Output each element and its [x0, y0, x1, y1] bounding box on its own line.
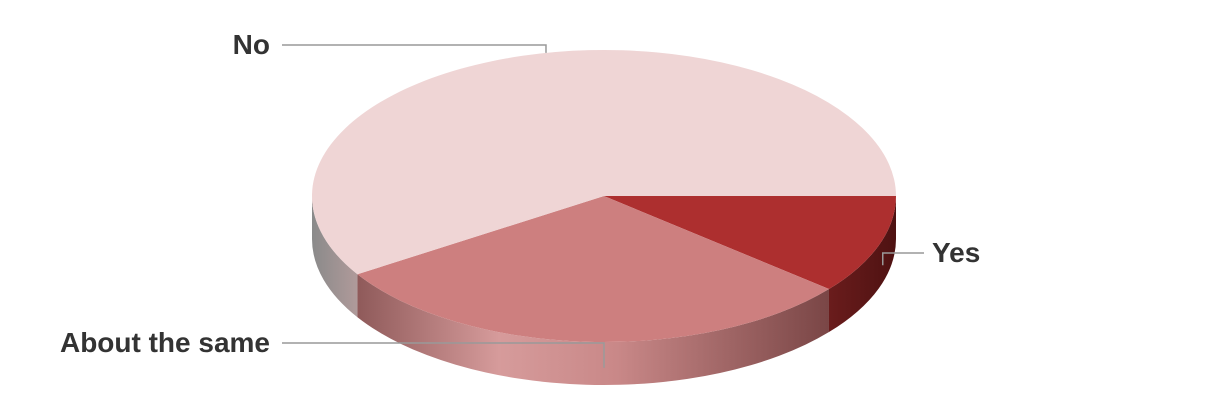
leader-line-yes [882, 252, 924, 266]
pie-slice-about-the-same [357, 196, 829, 342]
pie-labels: Yes About the same No [60, 29, 980, 368]
pie-top-faces [312, 49, 896, 342]
leader-line-no [282, 44, 547, 53]
slice-label-yes: Yes [932, 237, 980, 268]
pie-side-no [312, 196, 358, 318]
pie-slice-yes [604, 196, 896, 290]
pie-slice-no [312, 49, 896, 275]
leader-line-about-the-same [282, 342, 605, 368]
slice-label-about-the-same: About the same [60, 327, 270, 358]
pie-side-yes [828, 196, 896, 333]
pie-side-about-the-same [357, 274, 829, 385]
slice-label-no: No [233, 29, 270, 60]
pie-side-walls [312, 196, 896, 385]
